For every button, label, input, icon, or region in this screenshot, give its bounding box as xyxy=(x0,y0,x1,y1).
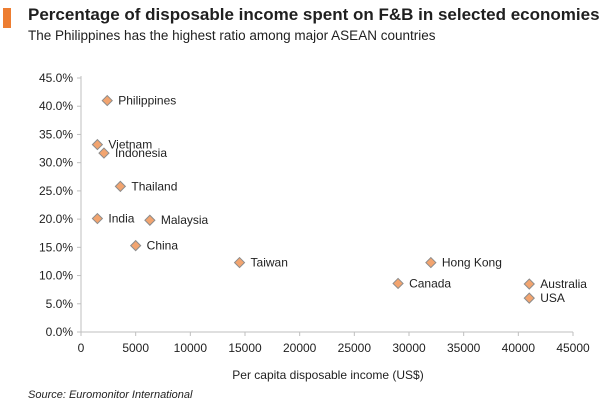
x-tick-label: 10000 xyxy=(174,341,208,355)
source-note: Source: Euromonitor International xyxy=(28,389,193,401)
point-canada xyxy=(392,277,404,290)
point-label-vietnam: Vietnam xyxy=(108,138,152,152)
point-philippines xyxy=(101,94,113,107)
point-label-taiwan: Taiwan xyxy=(251,256,288,270)
point-label-usa: USA xyxy=(540,291,565,305)
point-label-indonesia: Indonesia xyxy=(115,146,167,160)
point-taiwan xyxy=(233,256,246,269)
x-axis-title: Per capita disposable income (US$) xyxy=(232,368,423,382)
x-tick-label: 0 xyxy=(78,341,85,355)
x-tick-label: 15000 xyxy=(228,341,262,355)
y-tick-label: 25.0% xyxy=(39,184,73,198)
y-tick-label: 35.0% xyxy=(39,127,73,141)
point-label-thailand: Thailand xyxy=(131,179,177,193)
chart-title: Percentage of disposable income spent on… xyxy=(28,5,600,24)
x-tick-label: 35000 xyxy=(447,341,481,355)
point-label-australia: Australia xyxy=(540,277,587,291)
axes-layer: 0.0% 5.0% 10.0% 15.0% 20.0% 25.0% 30.0% 35.0% 40… xyxy=(39,71,590,355)
point-vietnam xyxy=(91,138,104,151)
x-tick-label: 40000 xyxy=(502,341,536,355)
point-label-malaysia: Malaysia xyxy=(161,213,209,227)
x-tick-label: 30000 xyxy=(392,341,426,355)
marks-layer xyxy=(91,94,535,304)
point-thailand xyxy=(114,180,127,193)
y-tick-label: 10.0% xyxy=(39,269,73,283)
point-australia xyxy=(523,278,535,290)
y-tick-label: 0.0% xyxy=(46,325,74,339)
point-china xyxy=(129,239,142,252)
y-tick-label: 5.0% xyxy=(46,297,74,311)
point-label-india: India xyxy=(108,212,134,226)
chart-subtitle: The Philippines has the highest ratio am… xyxy=(28,28,436,43)
y-tick-label: 30.0% xyxy=(39,156,73,170)
y-tick-label: 20.0% xyxy=(39,212,73,226)
point-usa xyxy=(523,292,535,304)
point-label-china: China xyxy=(147,239,179,253)
y-tick-label: 45.0% xyxy=(39,71,73,85)
x-tick-label: 20000 xyxy=(283,341,317,355)
y-tick-label: 15.0% xyxy=(39,240,73,254)
x-tick-label: 5000 xyxy=(122,341,149,355)
point-indonesia xyxy=(98,147,110,159)
point-label-philippines: Philippines xyxy=(118,94,176,108)
point-malaysia xyxy=(144,214,156,226)
point-label-hong-kong: Hong Kong xyxy=(442,256,502,270)
title-accent-bar xyxy=(3,8,11,28)
x-tick-label: 45000 xyxy=(556,341,590,355)
point-india xyxy=(91,212,104,225)
point-label-canada: Canada xyxy=(409,276,451,290)
point-hong-kong xyxy=(425,256,437,269)
y-tick-label: 40.0% xyxy=(39,99,73,113)
x-tick-label: 25000 xyxy=(338,341,372,355)
